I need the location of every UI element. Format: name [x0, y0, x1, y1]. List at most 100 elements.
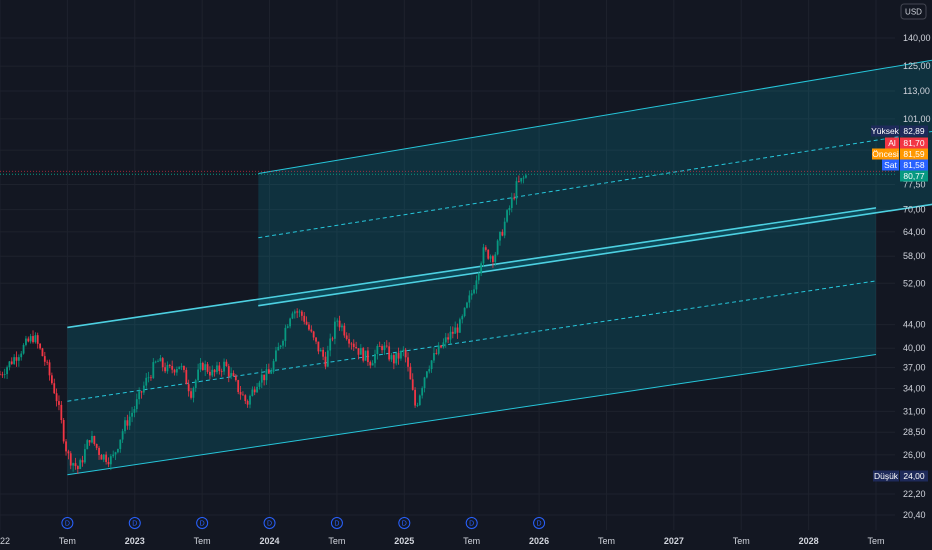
candle-body: [489, 256, 492, 259]
candle-body: [41, 348, 44, 357]
candle-body: [22, 344, 25, 354]
candle-body: [253, 389, 256, 393]
y-tick-label: 70,00: [903, 205, 926, 215]
candle-body: [133, 409, 136, 413]
candle-body: [348, 339, 350, 344]
candle-body: [326, 350, 329, 367]
candle-body: [451, 331, 454, 334]
dividend-marker[interactable]: D: [533, 517, 546, 529]
candle-body: [454, 327, 457, 334]
candle-body: [13, 357, 16, 364]
candle-body: [447, 337, 450, 340]
price-tag-label: Sat: [884, 160, 897, 170]
candle-body: [46, 361, 49, 363]
candle-body: [336, 320, 339, 322]
candle-body: [166, 365, 169, 372]
candle-body: [470, 293, 473, 296]
currency-button[interactable]: USD: [900, 3, 927, 20]
candle-body: [32, 336, 34, 343]
candle-body: [463, 307, 466, 317]
candle-body: [79, 460, 82, 469]
candle-body: [10, 361, 13, 364]
candle-body: [154, 361, 157, 363]
candle-body: [473, 289, 475, 294]
candle-body: [53, 383, 56, 394]
candle-body: [121, 431, 124, 440]
candle-body: [117, 449, 119, 453]
price-tag-label-bg: [882, 159, 899, 171]
candle-body: [494, 254, 497, 262]
dividend-marker[interactable]: D: [61, 517, 74, 529]
candle-body: [114, 452, 117, 455]
dividend-marker[interactable]: D: [128, 517, 141, 529]
dividend-marker[interactable]: D: [196, 517, 209, 529]
candle-body: [312, 331, 315, 338]
candle-body: [282, 340, 284, 346]
x-tick-label: 2024: [260, 536, 280, 546]
candle-body: [428, 369, 431, 372]
candle-body: [27, 338, 30, 342]
price-tag-label-bg: [885, 137, 899, 149]
candle-body: [201, 362, 204, 371]
price-tag-label-bg: [872, 148, 899, 160]
candle-body: [157, 361, 159, 363]
y-tick-label: 34,00: [903, 383, 926, 393]
candle-body: [272, 361, 275, 372]
candle-body: [296, 311, 299, 313]
candle-body: [34, 335, 37, 343]
candle-body: [244, 395, 247, 401]
candle-body: [249, 395, 251, 405]
candle-body: [218, 365, 221, 372]
candle-body: [109, 456, 112, 465]
channel-lower-fill: [67, 280, 876, 475]
y-tick-label: 52,00: [903, 278, 926, 288]
candle-body: [484, 247, 487, 250]
candle-body: [378, 345, 381, 347]
dividend-marker[interactable]: D: [330, 517, 343, 529]
candle-body: [67, 451, 70, 454]
candle-body: [194, 380, 197, 388]
candle-body: [50, 375, 53, 384]
candle-body: [197, 369, 200, 381]
candle-body: [168, 365, 171, 367]
y-tick-label: 125,00: [903, 61, 931, 71]
candle-body: [69, 453, 72, 466]
candle-body: [60, 404, 63, 421]
y-tick-label: 20,40: [903, 510, 926, 520]
candle-body: [390, 355, 393, 360]
candle-body: [515, 181, 518, 199]
dividend-marker[interactable]: D: [398, 517, 411, 529]
candle-body: [352, 343, 355, 348]
dividend-marker[interactable]: D: [263, 517, 276, 529]
candle-body: [246, 400, 249, 405]
candle-body: [506, 210, 508, 222]
candle-body: [341, 325, 343, 328]
channel-2: [258, 59, 932, 307]
dividend-letter: D: [537, 521, 542, 528]
candle-body: [418, 395, 421, 406]
candle-body: [227, 366, 230, 377]
candle-body: [359, 348, 362, 355]
candle-body: [6, 367, 8, 375]
candle-body: [220, 371, 223, 372]
x-tick-label: 2027: [664, 536, 684, 546]
candle-body: [20, 353, 23, 358]
price-tag-value-bg: [900, 137, 928, 149]
dividend-marker[interactable]: D: [465, 517, 478, 529]
candle-body: [15, 357, 18, 361]
candle-body: [128, 416, 131, 426]
candle-body: [329, 338, 332, 351]
candle-body: [142, 385, 145, 393]
x-tick-label: Tem: [733, 536, 750, 546]
candle-body: [260, 374, 263, 383]
channel-upper-fill: [67, 207, 876, 402]
candle-body: [147, 377, 150, 379]
channel-upper-line: [258, 59, 932, 175]
candle-body: [525, 175, 527, 178]
channel-lower-line: [67, 354, 877, 476]
y-tick-label: 26,00: [903, 450, 926, 460]
candle-body: [126, 420, 129, 426]
candle-body: [300, 311, 303, 316]
candle-body: [440, 345, 442, 348]
